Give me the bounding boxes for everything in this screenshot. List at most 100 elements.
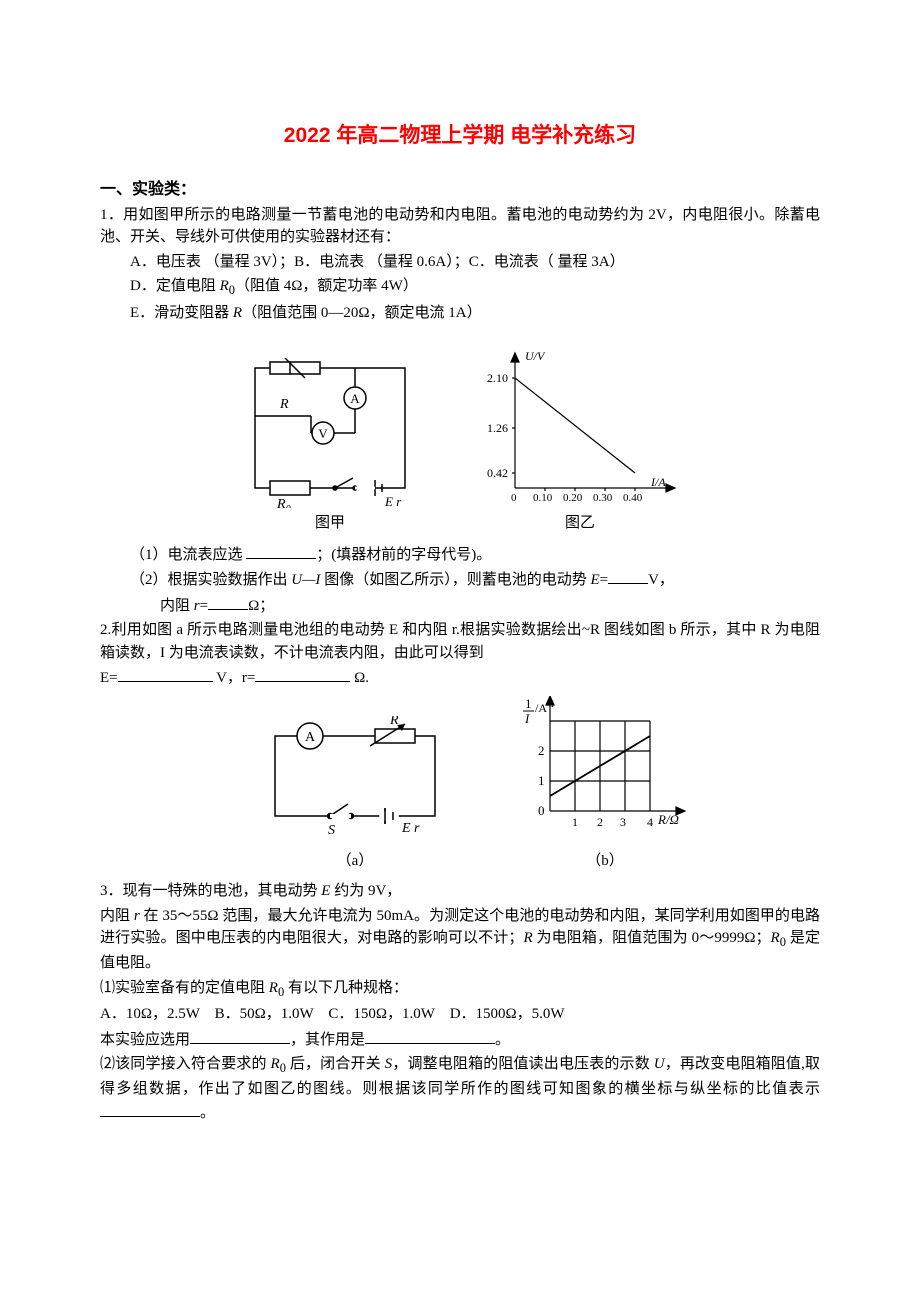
er-label: E r bbox=[384, 494, 402, 508]
er-a-label: E r bbox=[401, 821, 420, 836]
q1-opt-e-post: （阻值范围 0—20Ω，额定电流 1A） bbox=[242, 305, 481, 321]
q1-graph-figure: U/V 2.10 1.26 0.42 0 0.10 0.20 0.30 0.40… bbox=[475, 348, 685, 535]
q3-stem-post: 约为 9V， bbox=[330, 883, 401, 899]
xtick-3-b: 3 bbox=[620, 815, 626, 829]
blank-ammeter-choice[interactable] bbox=[246, 543, 316, 559]
q3-p1: ⑴实验室备有的定值电阻 R0 有以下几种规格： bbox=[100, 977, 820, 1002]
blank-q3-ratio[interactable] bbox=[100, 1101, 200, 1117]
q1-opt-d: D．定值电阻 R0（阻值 4Ω，额定功率 4W） bbox=[100, 275, 820, 300]
r-label: R bbox=[279, 397, 289, 412]
q3-p2-mid2: ，调整电阻箱的阻值读出电压表的示数 bbox=[392, 1056, 654, 1072]
section-heading-1: 一、实验类： bbox=[100, 178, 820, 202]
q3-p2-pre: ⑵该同学接入符合要求的 bbox=[100, 1056, 271, 1072]
ytick-0-b: 0 bbox=[538, 803, 545, 818]
q3-sel-pre: 本实验应选用 bbox=[100, 1032, 190, 1048]
q1-sub2b-unit: Ω； bbox=[248, 598, 274, 614]
q1-sub1-pre: （1）电流表应选 bbox=[130, 547, 246, 563]
q1-sub2: （2）根据实验数据作出 U—I 图像（如图乙所示），则蓄电池的电动势 E=V， bbox=[100, 568, 820, 592]
q3-p1-R0: R bbox=[269, 980, 278, 996]
q3-line1: 3．现有一特殊的电池，其电动势 E 约为 9V， bbox=[100, 880, 820, 903]
caption-jia: 图甲 bbox=[315, 512, 345, 535]
caption-b: （b） bbox=[586, 850, 624, 873]
blank-q3-choice[interactable] bbox=[190, 1028, 290, 1044]
q1-sub2b-pre: 内阻 bbox=[160, 598, 194, 614]
q1-stem: 1．用如图甲所示的电路测量一节蓄电池的电动势和内电阻。蓄电池的电动势约为 2V，… bbox=[100, 204, 820, 249]
q2-circuit-figure: A R S E r （a） bbox=[250, 716, 460, 873]
ytick-2: 0.42 bbox=[487, 466, 508, 480]
blank-q2-r[interactable] bbox=[255, 666, 350, 682]
q3-sel-mid: ，其作用是 bbox=[290, 1032, 365, 1048]
q2-e-pre: E= bbox=[100, 670, 118, 686]
q1-opt-d-post: （阻值 4Ω，额定功率 4W） bbox=[235, 278, 418, 294]
q3-s2-R0: R bbox=[771, 930, 780, 946]
ytick-2-b: 2 bbox=[538, 743, 545, 758]
y-frac-1: 1 bbox=[525, 696, 532, 711]
blank-emf[interactable] bbox=[608, 568, 648, 584]
q1-sub2b-eq: = bbox=[200, 598, 208, 614]
ytick-0: 2.10 bbox=[487, 371, 508, 385]
q2-e-unit: V，r= bbox=[213, 670, 256, 686]
q1-sub2-unit: V， bbox=[648, 572, 674, 588]
xtick-4-b: 4 bbox=[647, 815, 653, 829]
xtick-3: 0.30 bbox=[593, 492, 613, 504]
ytick-1-b: 1 bbox=[538, 773, 545, 788]
xtick-4: 0.40 bbox=[623, 492, 643, 504]
xtick-1-b: 1 bbox=[572, 815, 578, 829]
q3-p2-R0: R bbox=[271, 1056, 280, 1072]
q1-opt-d-r: R bbox=[220, 278, 229, 294]
q1-opt-e: E．滑动变阻器 R（阻值范围 0—20Ω，额定电流 1A） bbox=[100, 302, 820, 325]
y-frac-i: I bbox=[524, 711, 530, 726]
y-unit: /A-1 bbox=[535, 699, 555, 715]
q1-circuit-figure: A R V R0 E r 图甲 bbox=[235, 358, 425, 535]
ammeter-label: A bbox=[350, 391, 360, 406]
q2-graph-figure: 1 I /A-1 2 1 0 1 2 3 4 R/Ω （b） bbox=[520, 696, 690, 873]
q2-figure-row: A R S E r （a） bbox=[120, 696, 820, 873]
q3-stem-pre: 3．现有一特殊的电池，其电动势 bbox=[100, 883, 321, 899]
q3-s2-R: R bbox=[523, 930, 532, 946]
q3-p2-end2: 。 bbox=[200, 1105, 215, 1121]
q3-p2-mid: 后，闭合开关 bbox=[286, 1056, 385, 1072]
q1-sub2-pre: （2）根据实验数据作出 bbox=[130, 572, 291, 588]
q1-opt-a: A．电压表 （量程 3V）；B．电流表 （量程 0.6A）；C．电流表（ 量程 … bbox=[100, 251, 820, 274]
q3-p1-pre: ⑴实验室备有的定值电阻 bbox=[100, 980, 269, 996]
circuit-diagram-jia: A R V R0 E r bbox=[235, 358, 425, 508]
q1-sub2b: 内阻 r=Ω； bbox=[100, 594, 820, 618]
s-label: S bbox=[328, 823, 335, 838]
q1-sub2-mid: 图像（如图乙所示），则蓄电池的电动势 bbox=[320, 572, 590, 588]
q3-p2-U: U bbox=[654, 1056, 665, 1072]
caption-a: （a） bbox=[337, 850, 374, 873]
q2-stem: 2.利用如图 a 所示电路测量电池组的电动势 E 和内阻 r.根据实验数据绘出~… bbox=[100, 619, 820, 664]
blank-q2-e[interactable] bbox=[118, 666, 213, 682]
caption-yi: 图乙 bbox=[565, 512, 595, 535]
xtick-1: 0.10 bbox=[533, 492, 553, 504]
q1-sub2-e: E bbox=[590, 572, 599, 588]
blank-q3-role[interactable] bbox=[365, 1028, 495, 1044]
q2-answer-line: E= V，r= Ω. bbox=[100, 666, 820, 690]
ammeter-a-label: A bbox=[305, 730, 316, 745]
y-axis-label: U/V bbox=[525, 349, 546, 363]
q1-sub2-eq: = bbox=[600, 572, 608, 588]
q3-p1-post: 有以下几种规格： bbox=[284, 980, 408, 996]
q1-opt-e-r: R bbox=[233, 305, 242, 321]
xtick-2: 0.20 bbox=[563, 492, 583, 504]
x-axis-label-b: R/Ω bbox=[657, 812, 679, 827]
xtick-2-b: 2 bbox=[597, 815, 603, 829]
x-axis-label: I/A bbox=[650, 475, 666, 489]
r-a-label: R bbox=[389, 716, 399, 728]
circuit-diagram-a: A R S E r bbox=[250, 716, 460, 846]
ytick-1: 1.26 bbox=[487, 421, 508, 435]
graph-b: 1 I /A-1 2 1 0 1 2 3 4 R/Ω bbox=[520, 696, 690, 846]
q3-s2-pre: 内阻 bbox=[100, 908, 134, 924]
q3-select: 本实验应选用 ，其作用是 。 bbox=[100, 1028, 820, 1052]
q3-opts: A．10Ω，2.5W B．50Ω，1.0W C．150Ω，1.0W D．1500… bbox=[100, 1003, 820, 1026]
q1-opt-e-pre: E．滑动变阻器 bbox=[130, 305, 233, 321]
ui-graph-yi: U/V 2.10 1.26 0.42 0 0.10 0.20 0.30 0.40… bbox=[475, 348, 685, 508]
q3-sel-end: 。 bbox=[495, 1032, 510, 1048]
blank-r[interactable] bbox=[208, 594, 248, 610]
q3-line2: 内阻 r 在 35～55Ω 范围，最大允许电流为 50mA。为测定这个电池的电动… bbox=[100, 905, 820, 975]
q3-p2: ⑵该同学接入符合要求的 R0 后，闭合开关 S，调整电阻箱的阻值读出电压表的示数… bbox=[100, 1053, 820, 1124]
voltmeter-label: V bbox=[318, 426, 328, 441]
q2-r-unit: Ω. bbox=[350, 670, 369, 686]
q1-sub1-post: ；(填器材前的字母代号)。 bbox=[316, 547, 491, 563]
xtick-0: 0 bbox=[511, 492, 517, 504]
